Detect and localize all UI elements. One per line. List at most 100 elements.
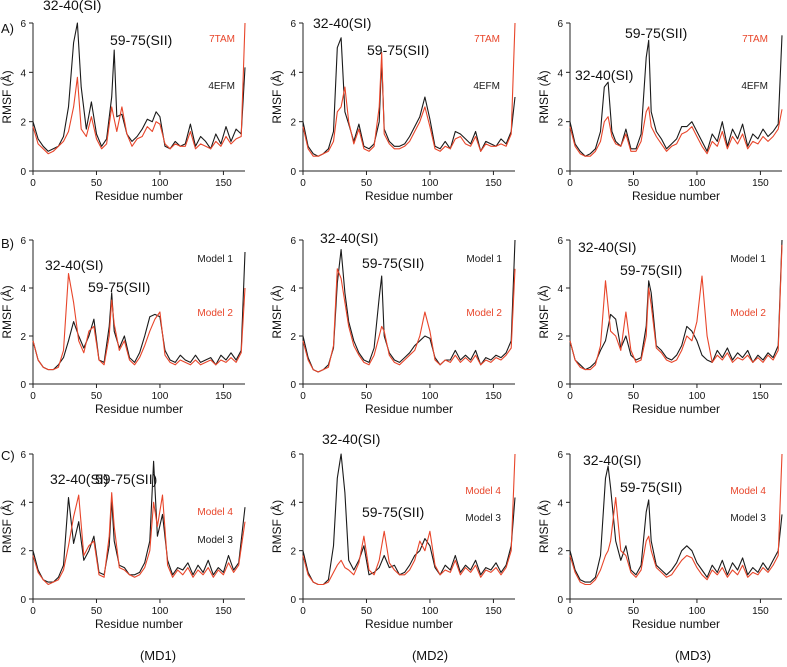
x-tick-label: 0 [30,606,36,617]
series-line-7tam [569,106,783,157]
column-labels: (MD1) (MD2) (MD3) [140,648,711,663]
series-line-model-1 [32,251,246,371]
y-tick-label: 6 [557,236,563,247]
y-axis-label: RMSF (Å) [269,500,284,553]
x-tick-label: 50 [361,178,373,189]
x-tick-label: 50 [361,606,373,617]
x-tick-label: 100 [152,178,169,189]
legend-entry: Model 4 [465,486,501,497]
x-tick-label: 150 [215,178,232,189]
x-tick-label: 100 [422,391,439,402]
series-line-7tam [32,22,246,155]
x-tick-label: 150 [752,391,769,402]
series-line-model-4 [569,453,783,586]
y-tick-label: 2 [557,547,563,558]
annotation-label: 32-40(SI) [50,471,108,487]
y-tick-label: 6 [20,450,26,461]
x-tick-label: 100 [422,606,439,617]
y-tick-label: 6 [290,450,296,461]
series-line-model-3 [302,453,516,586]
y-axis-label: RMSF (Å) [536,500,551,553]
x-tick-label: 50 [628,606,640,617]
series-line-model-2 [32,273,246,371]
annotation-label: 32-40(SI) [578,239,636,255]
x-tick-label: 100 [689,606,706,617]
row-label-a: A) [1,21,14,36]
y-tick-label: 0 [290,167,296,178]
y-tick-label: 4 [290,498,296,509]
column-label-md3: (MD3) [675,648,711,663]
panel-c-md2: 0 2 4 6 0 50 100 150 Residue number RMSF (Å) 32-40… [269,431,516,631]
legend-entry: 7TAM [209,34,235,45]
annotation-label: 59-75(SII) [367,42,429,58]
y-tick-label: 6 [557,19,563,30]
x-tick-label: 150 [752,178,769,189]
x-tick-label: 50 [628,391,640,402]
x-axis-label: Residue number [365,189,453,203]
annotation-label: 59-75(SII) [88,279,150,295]
panel-b-md2: 0 2 4 6 0 50 100 150 Residue number RMSF (Å) 32-40… [269,230,516,416]
y-tick-label: 4 [290,68,296,79]
x-tick-label: 50 [628,178,640,189]
x-tick-label: 150 [485,178,502,189]
y-axis-label: RMSF (Å) [536,70,551,123]
x-axis-label: Residue number [95,617,183,631]
panel-a-md2: 0 2 4 6 0 50 100 150 Residue number RMSF (Å) 32-40… [269,15,516,203]
x-tick-label: 150 [485,606,502,617]
annotation-label: 32-40(SI) [45,257,103,273]
legend-entry: Model 2 [466,308,502,319]
x-axis-label: Residue number [95,402,183,416]
row-label-c: C) [1,448,15,463]
x-tick-label: 100 [689,391,706,402]
series-line-model-3 [32,460,246,583]
x-tick-label: 50 [91,178,103,189]
y-tick-label: 0 [557,595,563,606]
annotation-label: 59-75(SII) [625,25,687,41]
x-axis-label: Residue number [95,189,183,203]
y-tick-label: 6 [20,236,26,247]
x-tick-label: 100 [152,391,169,402]
panel-b-md1: 0 2 4 6 0 50 100 150 Residue number RMSF (Å) 32-40… [0,236,246,416]
y-tick-label: 2 [20,547,26,558]
x-tick-label: 0 [567,178,573,189]
y-tick-label: 0 [20,380,26,391]
legend-entry: Model 4 [197,507,233,518]
y-tick-label: 4 [20,68,26,79]
series-line-model-2 [302,268,516,373]
annotation-label: 59-75(SII) [620,262,682,278]
x-axis-label: Residue number [365,402,453,416]
y-tick-label: 0 [557,167,563,178]
panels: 0 2 4 6 0 50 100 150 Residue number RMSF (Å) 32-40… [0,0,783,631]
y-tick-label: 0 [290,380,296,391]
legend-entry: 4EFM [208,81,235,92]
legend-entry: 4EFM [741,81,768,92]
annotation-label: 32-40(SI) [575,67,633,83]
y-tick-label: 2 [290,118,296,129]
panel-a-md1: 0 2 4 6 0 50 100 150 Residue number RMSF (Å) 32-40… [0,0,246,203]
y-tick-label: 0 [557,380,563,391]
row-labels: A) B) C) [1,21,15,463]
y-tick-label: 2 [20,118,26,129]
annotation-label: 32-40(SI) [320,230,378,246]
y-tick-label: 4 [557,284,563,295]
y-tick-label: 0 [20,167,26,178]
annotation-label: 59-75(SII) [620,479,682,495]
legend-entry: Model 1 [730,254,766,265]
annotation-label: 59-75(SII) [362,255,424,271]
y-tick-label: 2 [557,332,563,343]
y-tick-label: 2 [557,118,563,129]
series-line-model-3 [569,465,783,583]
annotation-label: 59-75(SII) [110,32,172,48]
legend-entry: Model 3 [197,535,233,546]
y-tick-label: 6 [290,236,296,247]
y-tick-label: 2 [20,332,26,343]
panel-c-md1: 0 2 4 6 0 50 100 150 Residue number RMSF (Å) 32-40… [0,450,246,631]
x-tick-label: 0 [300,391,306,402]
legend-entry: 4EFM [473,81,500,92]
x-tick-label: 0 [300,606,306,617]
y-tick-label: 6 [20,19,26,30]
column-label-md2: (MD2) [412,648,448,663]
series-line-model-1 [569,239,783,371]
x-tick-label: 0 [30,178,36,189]
